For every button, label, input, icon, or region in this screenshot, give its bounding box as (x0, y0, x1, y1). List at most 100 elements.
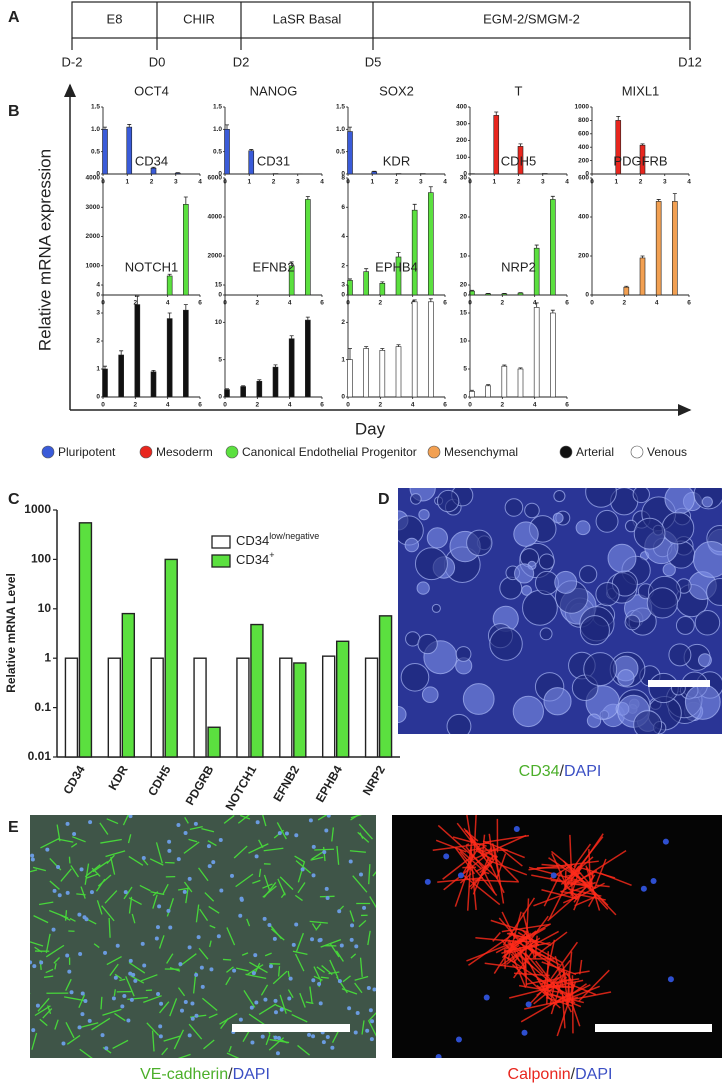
y-tick-label: 3 (341, 282, 345, 289)
fiber (465, 843, 470, 846)
cell-edge (113, 989, 116, 997)
nucleus (273, 1010, 278, 1015)
fiber (503, 942, 551, 952)
x-tick-label: 3 (663, 179, 667, 186)
caption-part: DAPI (575, 1066, 612, 1083)
nucleus (190, 1001, 195, 1006)
cell-edge (294, 855, 306, 863)
y-tick-label: 0.01 (28, 749, 52, 763)
nucleus (133, 978, 138, 983)
y-tick-label: 1.5 (213, 104, 222, 111)
cell-edge (131, 913, 136, 924)
cell-edge (70, 865, 80, 878)
nucleus (122, 993, 127, 998)
cell-edge (219, 1013, 238, 1025)
cell-edge (128, 961, 146, 974)
fiber (471, 865, 477, 910)
cell-edge (352, 875, 368, 893)
y-tick-label: 4000 (208, 214, 223, 221)
x-tick-label: 4 (288, 402, 292, 409)
cell-edge (248, 843, 269, 854)
y-tick-label: 6 (341, 204, 345, 211)
error-bar (289, 335, 294, 339)
nucleus (56, 865, 61, 870)
nucleus (120, 1004, 125, 1009)
cell-edge (258, 839, 264, 848)
error-bar (550, 309, 555, 313)
error-bar (534, 244, 539, 249)
nucleus (158, 1024, 163, 1029)
y-tick-label: 0 (463, 292, 467, 299)
y-tick-label: 300 (456, 120, 467, 127)
bar (305, 199, 311, 296)
cell-edge (33, 915, 49, 924)
nucleus (51, 927, 56, 932)
fiber (545, 984, 571, 988)
x-tick-label: 6 (198, 402, 202, 409)
x-tick-label: 2 (379, 300, 383, 307)
nucleus (443, 853, 450, 860)
scale-bar (648, 680, 710, 687)
cell-edge (178, 887, 189, 891)
cell-edge (349, 850, 366, 853)
bar (224, 129, 230, 175)
cell (595, 581, 620, 607)
scale-bar (232, 1024, 350, 1032)
cell-edge (294, 953, 305, 972)
fiber (509, 945, 538, 954)
fiber (573, 970, 590, 975)
nucleus (183, 830, 188, 835)
fiber (588, 849, 592, 889)
error-bar (119, 350, 124, 355)
bar (517, 292, 524, 296)
cell-edge (208, 1013, 218, 1019)
fiber (541, 961, 577, 976)
cell-edge (49, 880, 60, 890)
chart-title: NOTCH1 (125, 259, 178, 274)
nucleus (104, 1046, 109, 1051)
cell-edge (189, 825, 203, 830)
y-tick-label: 0 (585, 171, 589, 178)
bar (550, 199, 556, 296)
y-tick-label: 15 (460, 310, 468, 317)
y-tick-label: 0 (218, 292, 222, 299)
cell-edge (359, 957, 363, 977)
cell-edge (78, 994, 86, 1009)
chart-title: SOX2 (379, 83, 414, 98)
cell (417, 633, 438, 655)
cell (410, 493, 422, 505)
nucleus (140, 941, 145, 946)
cell-edge (173, 1029, 185, 1050)
nucleus (276, 1036, 281, 1041)
x-tick-label: 4 (533, 402, 537, 409)
legend-swatch (559, 445, 573, 459)
nucleus (196, 935, 201, 940)
cell-edge (209, 940, 212, 948)
cell-edge (315, 923, 322, 931)
nucleus (311, 978, 316, 983)
nucleus (30, 960, 33, 965)
bar (279, 657, 293, 758)
caption-part: VE-cadherin (140, 1066, 228, 1083)
fiber (549, 983, 556, 1006)
x-tick-label: 3 (419, 179, 423, 186)
bar (166, 275, 173, 296)
cell-edge (106, 854, 115, 865)
x-tick-label: 6 (320, 402, 324, 409)
error-bar (412, 203, 417, 211)
nucleus (321, 1040, 326, 1045)
cell-edge (272, 970, 288, 985)
nucleus (211, 860, 216, 865)
fiber (560, 850, 627, 893)
timeline-stage: CHIR (183, 11, 215, 26)
nucleus (272, 936, 277, 941)
fiber (567, 983, 587, 998)
error-bar (396, 252, 401, 257)
x-tick-label: 4 (565, 179, 569, 186)
cell (554, 570, 578, 594)
nucleus (187, 945, 192, 950)
nucleus (128, 971, 133, 976)
bar (501, 365, 508, 398)
bar (126, 126, 133, 175)
fiber (482, 845, 519, 882)
